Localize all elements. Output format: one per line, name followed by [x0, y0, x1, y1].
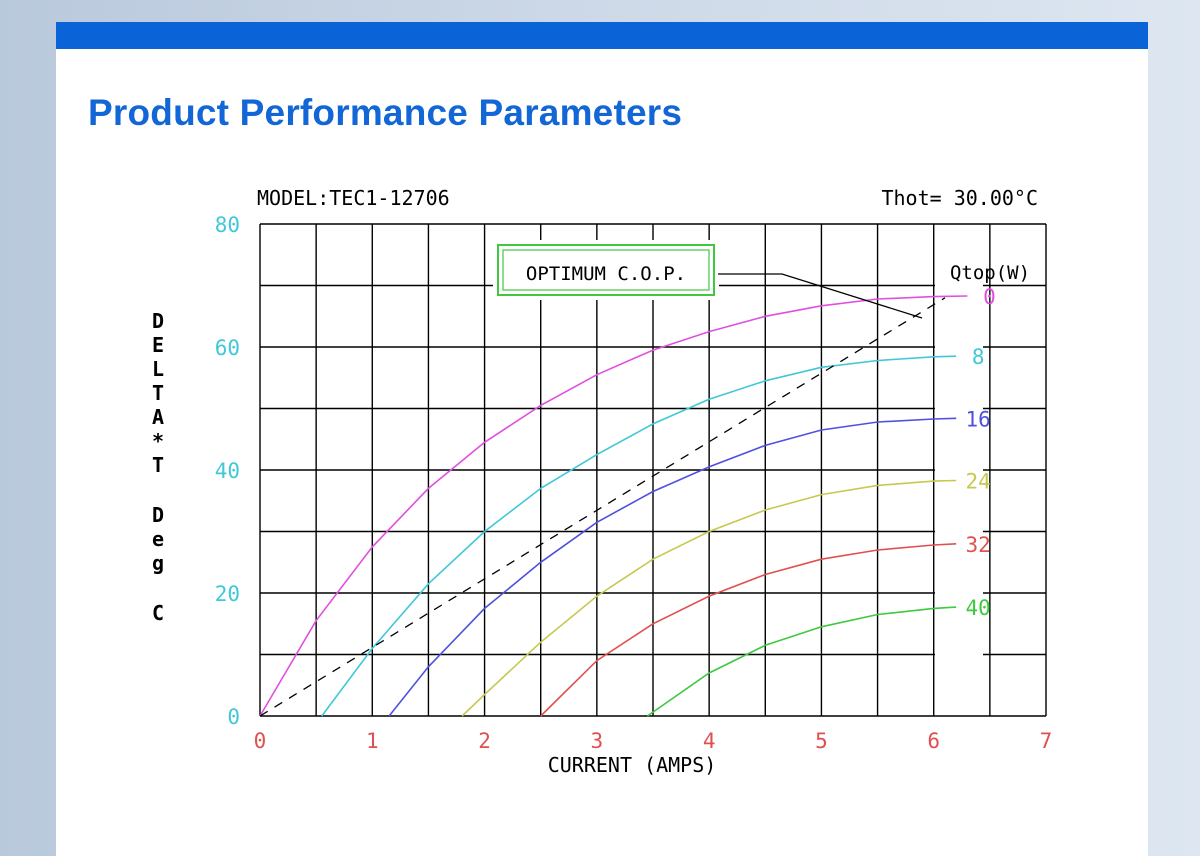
x-tick-label: 3	[591, 729, 604, 753]
model-label: MODEL:TEC1-12706	[257, 186, 450, 210]
y-tick-label: 40	[215, 459, 240, 483]
optimum-leader-line	[718, 273, 923, 319]
y-axis-title-char: L	[152, 357, 164, 381]
y-axis-title-char: A	[152, 405, 164, 429]
series-line-q32	[540, 543, 957, 717]
optimum-dashed-line	[259, 297, 946, 717]
y-axis-title-char: C	[152, 601, 164, 625]
y-axis-title-char: g	[152, 551, 164, 575]
series-label-q32: 32	[966, 533, 991, 557]
series-line-q24	[461, 479, 957, 717]
series-label-q24: 24	[966, 469, 991, 493]
optimum-box-label: OPTIMUM C.O.P.	[526, 263, 686, 285]
series-label-q40: 40	[966, 596, 991, 620]
x-tick-label: 1	[366, 729, 379, 753]
thot-label: Thot= 30.00°C	[881, 186, 1038, 210]
y-axis-title-char: D	[152, 309, 164, 333]
optimum-cop-line	[259, 297, 946, 717]
series-label-q0: 0	[983, 285, 996, 309]
series-line-q16	[388, 417, 957, 717]
series-label-q16: 16	[966, 407, 991, 431]
chart-series	[259, 295, 968, 717]
y-axis-title-char: T	[152, 453, 164, 477]
y-tick-label: 60	[215, 336, 240, 360]
x-tick-label: 7	[1040, 729, 1053, 753]
series-line-q8	[321, 355, 957, 717]
legend-title: Qtop(W)	[950, 262, 1030, 284]
y-tick-label: 80	[215, 213, 240, 237]
series-line-q0	[259, 295, 968, 717]
optimum-box-inner	[502, 249, 710, 291]
y-axis-title-char: E	[152, 333, 164, 357]
x-tick-label: 4	[703, 729, 716, 753]
y-axis-title-char: D	[152, 503, 164, 527]
series-label-q8: 8	[972, 345, 985, 369]
x-tick-label: 6	[927, 729, 940, 753]
optimum-box-outer	[497, 244, 715, 296]
x-tick-label: 2	[478, 729, 491, 753]
y-axis-title-char: *	[152, 429, 164, 453]
y-tick-label: 0	[227, 705, 240, 729]
y-tick-label: 20	[215, 582, 240, 606]
x-tick-label: 0	[254, 729, 267, 753]
x-axis-title: CURRENT (AMPS)	[548, 753, 717, 777]
page-title: Product Performance Parameters	[88, 92, 683, 133]
series-line-q40	[646, 606, 957, 717]
header-bar	[56, 22, 1148, 49]
legend-column-bg	[935, 262, 983, 682]
y-axis-title-char: e	[152, 527, 164, 551]
x-tick-label: 5	[815, 729, 828, 753]
y-axis-title-char: T	[152, 381, 164, 405]
